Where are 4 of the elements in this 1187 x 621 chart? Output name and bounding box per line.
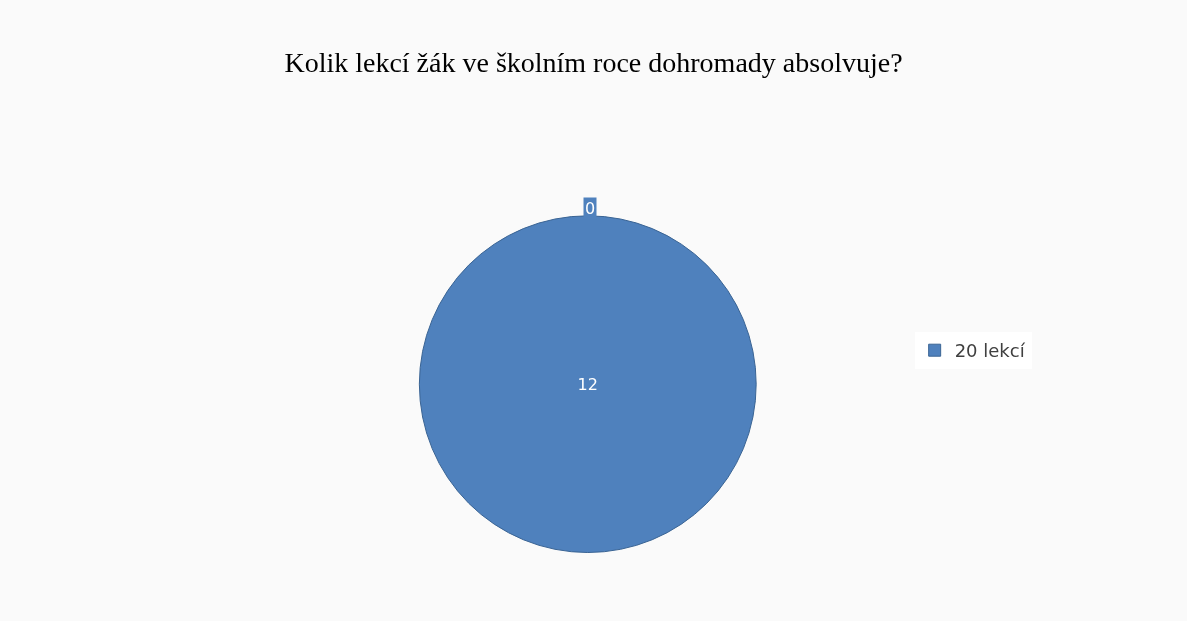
text: 0 (585, 199, 596, 218)
legend-label: 20 lekcí (954, 340, 1026, 362)
chart-title: Kolik lekcí žák ve školním roce dohromady absolvuje? (284, 46, 903, 78)
data-label: 12 (577, 374, 598, 394)
